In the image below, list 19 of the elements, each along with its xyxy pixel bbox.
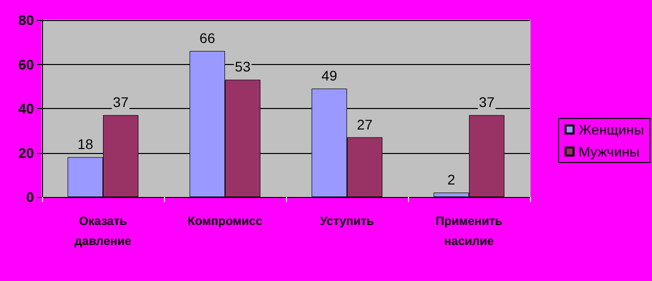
data-label: 27 — [356, 116, 373, 132]
y-tick-label: 0 — [26, 189, 34, 205]
y-tick-label: 40 — [18, 100, 34, 116]
x-tick-label: Уступить — [320, 214, 374, 228]
data-label: 66 — [200, 30, 216, 46]
data-label: 37 — [112, 94, 129, 110]
x-tick-label: Применить насилие — [436, 214, 502, 248]
data-label: 2 — [447, 172, 456, 188]
data-label: 49 — [322, 68, 338, 84]
y-tick-label: 60 — [18, 56, 34, 72]
legend-label: Женщины — [578, 122, 644, 138]
legend-label: Мужчины — [578, 144, 640, 160]
y-tick-label: 80 — [18, 12, 34, 28]
data-label: 53 — [234, 58, 251, 75]
y-tick-label: 20 — [18, 144, 34, 161]
data-label: 37 — [478, 94, 495, 110]
data-label: 18 — [78, 136, 94, 152]
x-tick-label: Оказать давление — [74, 214, 132, 248]
x-tick-label: Компромисс — [188, 214, 263, 228]
